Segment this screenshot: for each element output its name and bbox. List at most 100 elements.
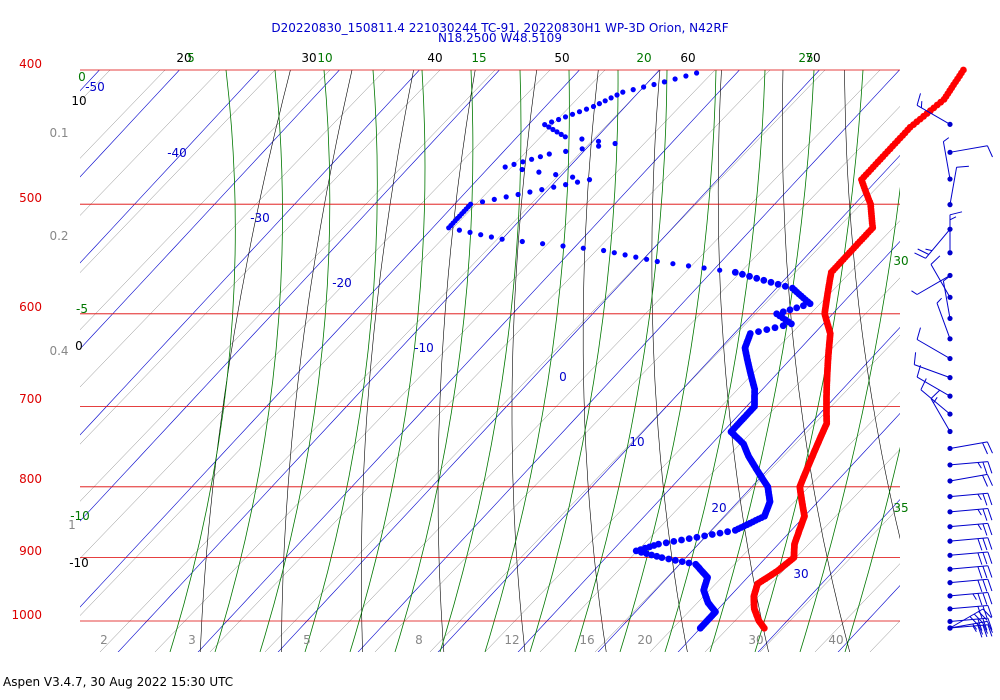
dewpoint-point xyxy=(551,184,557,190)
dewpoint-point xyxy=(536,169,542,175)
dewpoint-point xyxy=(550,126,556,133)
dewpoint-point xyxy=(731,526,739,534)
wind-barb-shaft xyxy=(930,264,951,298)
dewpoint-point xyxy=(529,156,535,162)
mixing-ratio-line xyxy=(80,70,441,445)
dewpoint-point xyxy=(611,250,617,256)
dewpoint-point xyxy=(760,276,768,284)
dewpoint-point xyxy=(456,227,462,233)
dewpoint-point xyxy=(763,326,771,333)
wind-barb-feather xyxy=(987,592,993,605)
dewpoint-point xyxy=(658,554,666,561)
dry-adiabat-label: -10 xyxy=(69,556,89,570)
wind-barb-station xyxy=(947,566,953,572)
wind-barb-feather xyxy=(917,248,930,255)
mixing-ratio-label: 5 xyxy=(303,633,311,647)
isotherm-label: 10 xyxy=(629,435,644,449)
wind-barb xyxy=(947,617,993,631)
moist-adiabat-label: 15 xyxy=(471,51,486,65)
mixing-ratio-line xyxy=(80,70,221,216)
dry-adiabat-label: 20 xyxy=(176,51,191,65)
wind-barb-feather xyxy=(916,327,921,340)
wind-barb-feather xyxy=(987,508,993,521)
dewpoint-point xyxy=(701,532,708,540)
dry-adiabat-line xyxy=(966,39,1000,656)
wind-barb-feather xyxy=(982,579,988,592)
isotherm-line xyxy=(437,154,900,652)
wind-barb xyxy=(947,492,993,506)
dewpoint-point xyxy=(595,138,602,144)
dewpoint-point xyxy=(672,556,679,564)
moist-adiabat-label: 25 xyxy=(798,51,813,65)
wind-barb-feather xyxy=(933,397,938,404)
dewpoint-point xyxy=(651,81,657,88)
dewpoint-point xyxy=(662,539,670,547)
dewpoint-point xyxy=(553,172,559,178)
pressure-label: 500 xyxy=(19,191,42,205)
wind-barb xyxy=(947,522,993,536)
dewpoint-point xyxy=(716,529,724,537)
mixing-ratio-line xyxy=(80,70,331,331)
dewpoint-point xyxy=(739,270,746,278)
isotherm-label: -20 xyxy=(332,276,352,290)
isotherm-line xyxy=(517,241,900,652)
mixing-ratio-label: 0.2 xyxy=(49,229,68,243)
moist-adiabat-line xyxy=(619,70,717,652)
dewpoint-point xyxy=(499,236,505,242)
dewpoint-point xyxy=(622,252,628,258)
dewpoint-point xyxy=(574,179,581,185)
dewpoint-point xyxy=(620,89,626,95)
wind-barb-feather xyxy=(982,624,988,637)
wind-barb-feather xyxy=(913,352,917,365)
dry-adiabat-line xyxy=(582,70,607,652)
moist-adiabat-label: 35 xyxy=(893,501,908,515)
dewpoint-point xyxy=(753,274,761,282)
dry-adiabat-label: 60 xyxy=(680,51,695,65)
dewpoint-point xyxy=(579,136,585,142)
wind-barb xyxy=(947,578,993,593)
dewpoint-point xyxy=(694,70,700,76)
wind-barb-feather xyxy=(982,493,988,506)
dewpoint-point xyxy=(793,304,801,312)
wind-barb-shaft xyxy=(949,565,988,570)
isotherm-label: 30 xyxy=(793,567,808,581)
wind-barb-feather xyxy=(977,580,983,593)
wind-barb xyxy=(947,551,993,565)
mixing-ratio-line xyxy=(80,70,606,616)
wind-barb-shaft xyxy=(949,551,988,556)
dewpoint-point xyxy=(717,267,723,273)
dewpoint-point xyxy=(788,320,795,328)
wind-barb-feather xyxy=(982,552,988,565)
chart-title: D20220830_150811.4 221030244 TC-91, 2022… xyxy=(271,21,729,35)
wind-barb-feather xyxy=(987,493,993,506)
dewpoint-point xyxy=(467,229,473,235)
dewpoint-point xyxy=(446,225,452,231)
wind-barb-shaft xyxy=(942,141,951,180)
wind-barb-feather xyxy=(982,608,992,619)
wind-barb-feather xyxy=(977,493,982,501)
wind-barb-feather xyxy=(987,624,993,637)
wind-barb xyxy=(947,461,993,474)
dewpoint-point xyxy=(583,106,590,112)
isotherm-label: 0 xyxy=(559,370,567,384)
dewpoint-point xyxy=(539,187,545,193)
moist-adiabat-label: -5 xyxy=(76,302,88,316)
wind-barb-feather xyxy=(911,290,918,295)
dewpoint-point xyxy=(701,265,707,271)
isotherm-label: -50 xyxy=(85,80,105,94)
dewpoint-point xyxy=(540,241,546,247)
mixing-ratio-line xyxy=(429,163,900,652)
wind-barb-feather xyxy=(973,613,984,624)
dewpoint-point xyxy=(614,92,620,98)
wind-barb xyxy=(947,441,993,455)
wind-barb-shaft xyxy=(949,522,988,528)
pressure-label: 1000 xyxy=(11,608,42,622)
dewpoint-point xyxy=(632,547,640,555)
dry-adiabat-line xyxy=(360,70,414,652)
wind-barb-feather xyxy=(986,474,993,486)
dewpoint-point xyxy=(537,154,544,160)
wind-barb xyxy=(947,473,993,487)
wind-barb-feather xyxy=(916,93,921,106)
wind-barb-feather xyxy=(982,566,988,579)
mixing-ratio-line xyxy=(80,70,111,102)
